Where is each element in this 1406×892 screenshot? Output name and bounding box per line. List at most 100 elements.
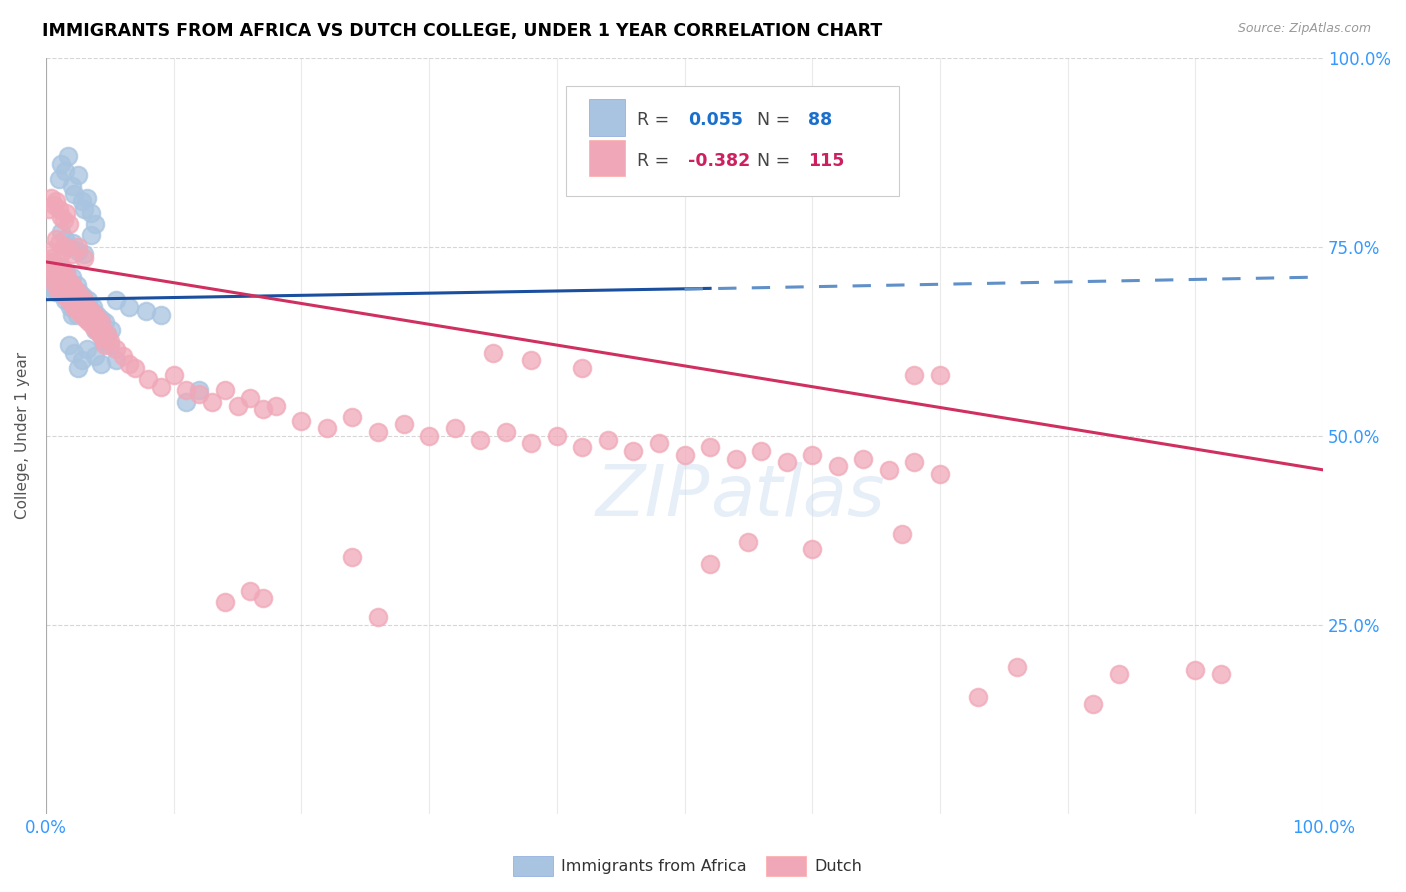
Point bbox=[89, 326, 111, 341]
Point bbox=[76, 311, 98, 326]
Point bbox=[226, 399, 249, 413]
Point bbox=[53, 232, 76, 246]
Point bbox=[546, 429, 568, 443]
Point bbox=[65, 308, 87, 322]
Point bbox=[93, 334, 115, 349]
Point bbox=[56, 277, 79, 292]
Point bbox=[79, 315, 101, 329]
Point bbox=[51, 156, 73, 170]
Point bbox=[55, 274, 77, 288]
Point bbox=[1005, 659, 1028, 673]
Point bbox=[49, 277, 72, 292]
Point bbox=[56, 281, 79, 295]
Point bbox=[83, 350, 105, 364]
Point bbox=[96, 326, 118, 341]
Point bbox=[58, 274, 80, 288]
Point bbox=[124, 360, 146, 375]
Point bbox=[58, 338, 80, 352]
Point bbox=[673, 448, 696, 462]
Point bbox=[83, 217, 105, 231]
Point bbox=[48, 202, 70, 216]
Point bbox=[91, 323, 114, 337]
Point bbox=[72, 289, 94, 303]
Point bbox=[135, 304, 157, 318]
Point bbox=[48, 171, 70, 186]
Point bbox=[214, 595, 236, 609]
Point bbox=[93, 330, 115, 344]
Point bbox=[596, 433, 619, 447]
Point bbox=[852, 451, 875, 466]
Point bbox=[52, 213, 75, 227]
Point bbox=[62, 296, 84, 310]
Point bbox=[44, 277, 66, 292]
Point bbox=[53, 277, 76, 292]
Point bbox=[1108, 667, 1130, 681]
Point bbox=[39, 274, 62, 288]
Point bbox=[890, 527, 912, 541]
Point bbox=[93, 338, 115, 352]
Point bbox=[100, 323, 122, 337]
Point bbox=[42, 281, 65, 295]
Point bbox=[903, 368, 925, 383]
Point bbox=[55, 240, 77, 254]
Point bbox=[44, 259, 66, 273]
Point bbox=[73, 304, 96, 318]
Point bbox=[188, 384, 211, 398]
Point bbox=[44, 277, 66, 292]
Point bbox=[45, 285, 67, 300]
Point bbox=[470, 433, 492, 447]
Point bbox=[367, 425, 389, 439]
Point bbox=[84, 323, 107, 337]
Point bbox=[290, 414, 312, 428]
Point bbox=[75, 300, 97, 314]
Point bbox=[48, 266, 70, 280]
Point bbox=[93, 315, 115, 329]
Point bbox=[66, 293, 89, 307]
Point bbox=[45, 262, 67, 277]
Point bbox=[73, 293, 96, 307]
Point bbox=[58, 240, 80, 254]
Point bbox=[264, 399, 287, 413]
Point bbox=[239, 391, 262, 405]
Point bbox=[59, 289, 82, 303]
FancyBboxPatch shape bbox=[565, 86, 898, 196]
Point bbox=[149, 379, 172, 393]
Text: 88: 88 bbox=[808, 112, 832, 129]
Point bbox=[73, 202, 96, 216]
Point bbox=[69, 304, 91, 318]
Point bbox=[63, 300, 86, 314]
Point bbox=[79, 304, 101, 318]
Text: ZIP: ZIP bbox=[596, 462, 710, 531]
Point bbox=[51, 277, 73, 292]
Point bbox=[76, 300, 98, 314]
Point bbox=[648, 436, 671, 450]
Point bbox=[46, 262, 69, 277]
Point bbox=[90, 311, 112, 326]
Point bbox=[45, 232, 67, 246]
Point bbox=[42, 198, 65, 212]
Point bbox=[105, 342, 128, 356]
Text: N =: N = bbox=[758, 153, 796, 170]
Point bbox=[45, 266, 67, 280]
Point bbox=[62, 289, 84, 303]
Point bbox=[827, 459, 849, 474]
Point bbox=[776, 455, 799, 469]
Point bbox=[60, 270, 83, 285]
Point bbox=[201, 394, 224, 409]
Point bbox=[1184, 663, 1206, 677]
Point bbox=[571, 360, 593, 375]
Point bbox=[38, 259, 60, 273]
Point bbox=[903, 455, 925, 469]
FancyBboxPatch shape bbox=[589, 99, 624, 136]
Point bbox=[41, 270, 63, 285]
Text: -0.382: -0.382 bbox=[689, 153, 751, 170]
Point bbox=[176, 394, 198, 409]
Point bbox=[44, 266, 66, 280]
Point bbox=[58, 293, 80, 307]
Point bbox=[252, 402, 274, 417]
Point bbox=[38, 270, 60, 285]
Point bbox=[48, 235, 70, 250]
Point bbox=[63, 289, 86, 303]
Point bbox=[55, 266, 77, 280]
Point bbox=[52, 270, 75, 285]
